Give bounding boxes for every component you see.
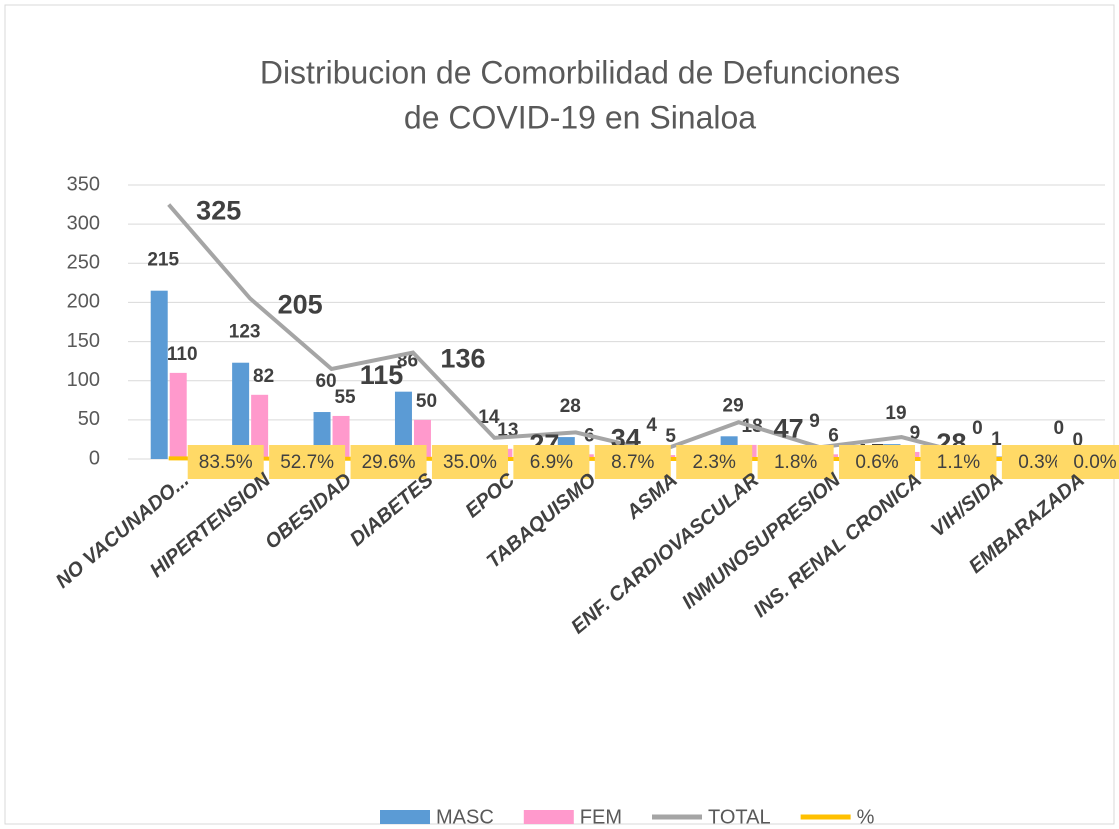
data-label: 123 — [229, 322, 261, 343]
data-label: 6 — [828, 425, 839, 446]
y-tick-label: 250 — [67, 252, 100, 274]
data-label-box — [431, 445, 508, 479]
legend-label: FEM — [580, 806, 622, 828]
data-label-box — [676, 445, 753, 479]
chart-frame — [4, 4, 1115, 825]
data-label: 29 — [723, 395, 744, 416]
data-label-box — [350, 445, 427, 479]
data-label: 1.8% — [774, 452, 817, 473]
bar — [150, 290, 168, 459]
y-tick-label: 50 — [78, 408, 100, 430]
data-label-box — [594, 445, 671, 479]
bar — [169, 372, 187, 459]
data-label: 1.1% — [937, 452, 980, 473]
data-label: 35.0% — [443, 452, 497, 473]
bar — [394, 391, 412, 459]
y-tick-label: 150 — [67, 330, 100, 352]
legend-label: TOTAL — [708, 806, 771, 828]
data-label: 60 — [315, 371, 336, 392]
data-label: 82 — [253, 366, 274, 387]
data-label: 215 — [147, 250, 179, 271]
data-label: 136 — [440, 344, 485, 374]
data-label: 0.3% — [1018, 452, 1061, 473]
data-label: 29.6% — [362, 452, 416, 473]
data-label: 0.0% — [1073, 452, 1116, 473]
data-label: 2.3% — [693, 452, 736, 473]
data-label: 0 — [972, 418, 983, 439]
y-tick-label: 350 — [67, 173, 100, 195]
data-label: 9 — [809, 411, 820, 432]
y-tick-label: 200 — [67, 291, 100, 313]
data-label: 9 — [910, 423, 921, 444]
data-label: 55 — [334, 387, 356, 408]
data-label: 325 — [196, 196, 241, 226]
data-label: 50 — [416, 391, 437, 412]
data-label: 110 — [167, 344, 198, 365]
data-label: 83.5% — [199, 452, 253, 473]
data-label: 0.6% — [855, 452, 898, 473]
legend-swatch — [523, 810, 574, 824]
bar — [251, 394, 269, 459]
data-label: 6.9% — [530, 452, 573, 473]
data-label: 5 — [665, 426, 676, 447]
data-label-box — [1057, 445, 1119, 479]
legend-swatch — [380, 810, 430, 824]
legend-label: % — [857, 806, 875, 828]
data-label-box — [839, 445, 916, 479]
bar — [232, 362, 250, 459]
data-label: 0 — [1073, 430, 1084, 451]
data-label: 8.7% — [611, 452, 654, 473]
data-label: 52.7% — [280, 452, 334, 473]
data-label-box — [920, 445, 997, 479]
data-label: 14 — [478, 407, 500, 428]
data-label-box — [513, 445, 590, 479]
data-label: 28 — [560, 396, 581, 417]
y-tick-label: 0 — [89, 447, 100, 469]
data-label-box — [187, 445, 264, 479]
data-label: 19 — [885, 403, 906, 424]
data-label: 4 — [646, 415, 657, 436]
data-label: 47 — [774, 413, 804, 443]
data-label-box — [757, 445, 834, 479]
data-label: 1 — [991, 429, 1002, 450]
line — [167, 203, 1065, 461]
chart-title: Distribucion de Comorbilidad de Defuncio… — [260, 54, 900, 90]
chart-title: de COVID-19 en Sinaloa — [404, 99, 756, 135]
data-label-box — [269, 445, 346, 479]
data-label: 205 — [278, 290, 323, 320]
y-tick-label: 300 — [67, 212, 100, 234]
data-label: 115 — [360, 360, 404, 390]
data-label: 0 — [1054, 418, 1065, 439]
legend-label: MASC — [436, 806, 494, 828]
y-tick-label: 100 — [67, 369, 100, 391]
